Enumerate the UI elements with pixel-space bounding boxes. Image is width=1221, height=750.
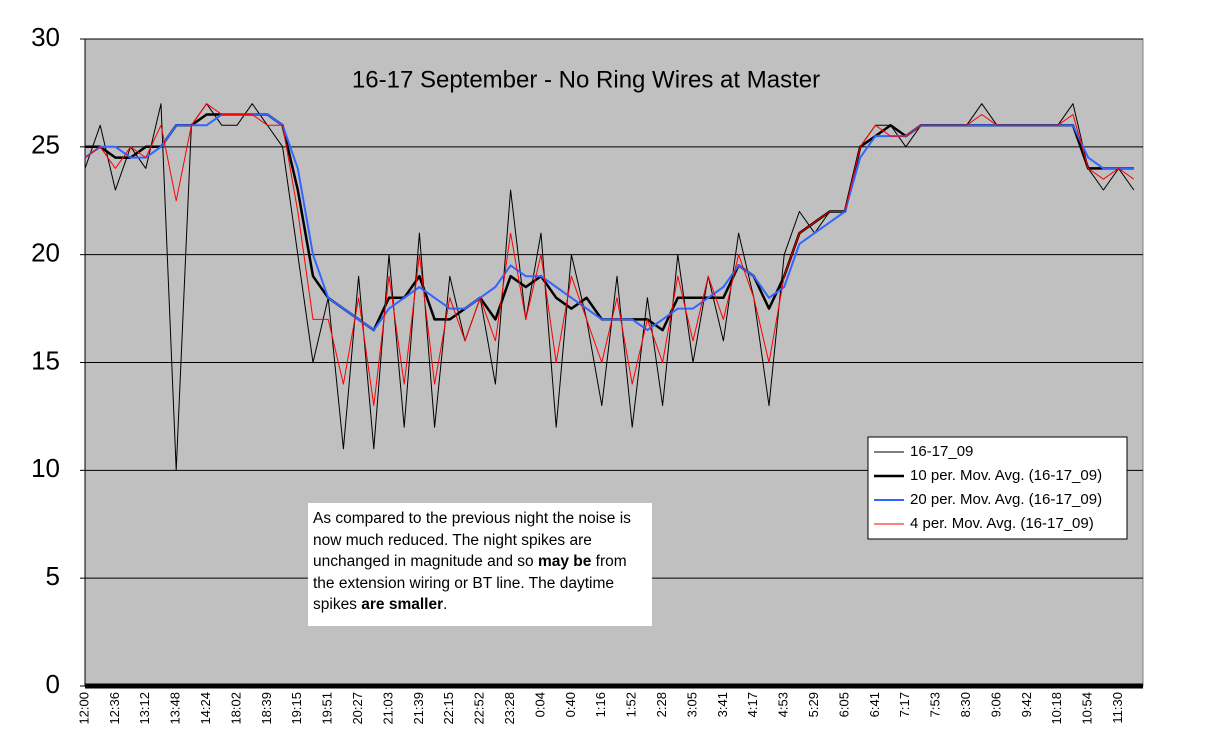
x-tick-label: 8:30 [958,692,973,717]
x-tick-label: 23:28 [502,692,517,725]
x-tick-label: 7:53 [928,692,943,717]
x-tick-label: 10:54 [1080,692,1095,725]
legend-label: 10 per. Mov. Avg. (16-17_09) [910,467,1102,484]
annotation-text: from the extension wiring or BT line. Th… [313,553,627,613]
annotation-text: . [443,596,448,613]
x-tick-label: 4:53 [776,692,791,717]
x-tick-label: 0:04 [532,692,547,717]
x-tick-label: 1:16 [593,692,608,717]
x-tick-label: 10:18 [1049,692,1064,725]
y-tick-label: 30 [31,22,60,52]
legend-label: 16-17_09 [910,443,973,460]
annotation-text: may be [537,553,592,570]
x-tick-label: 18:02 [228,692,243,725]
y-tick-label: 10 [31,453,60,483]
legend-box [867,436,1128,540]
x-tick-label: 22:52 [472,692,487,725]
x-tick-label: 18:39 [259,692,274,725]
y-tick-label: 15 [31,345,60,375]
x-tick-label: 11:30 [1110,692,1125,724]
x-tick-label: 19:15 [289,692,304,725]
chart-title: 16-17 September - No Ring Wires at Maste… [352,66,820,93]
x-tick-label: 9:06 [988,692,1003,717]
x-tick-label: 5:29 [806,692,821,717]
x-tick-label: 13:48 [168,692,183,725]
legend-label: 4 per. Mov. Avg. (16-17_09) [910,515,1094,532]
x-tick-label: 0:40 [563,692,578,717]
x-tick-label: 13:12 [137,692,152,725]
x-tick-label: 4:17 [745,692,760,717]
x-tick-label: 1:52 [624,692,639,717]
x-tick-label: 19:51 [320,692,335,725]
x-tick-label: 12:36 [107,692,122,725]
series-line [84,103,1135,407]
x-tick-label: 2:28 [654,692,669,717]
x-tick-label: 21:03 [380,692,395,725]
x-tick-label: 12:00 [76,692,91,725]
x-tick-label: 6:05 [836,692,851,717]
legend-label: 20 per. Mov. Avg. (16-17_09) [910,491,1102,508]
x-tick-label: 9:42 [1019,692,1034,717]
annotation: As compared to the previous night the no… [308,503,652,626]
x-tick-label: 14:24 [198,692,213,725]
y-tick-label: 0 [46,669,60,699]
x-tick-label: 21:39 [411,692,426,725]
y-tick-label: 5 [46,561,60,591]
annotation-text: As compared to the previous night the no… [313,510,631,570]
x-tick-label: 20:27 [350,692,365,725]
y-tick-label: 20 [31,238,60,268]
x-tick-label: 6:41 [867,692,882,717]
x-tick-label: 22:15 [441,692,456,725]
x-tick-label: 7:17 [897,692,912,717]
annotation-text: are smaller [361,596,444,613]
x-tick-label: 3:05 [684,692,699,717]
y-tick-label: 25 [31,130,60,160]
x-tick-label: 3:41 [715,692,730,717]
